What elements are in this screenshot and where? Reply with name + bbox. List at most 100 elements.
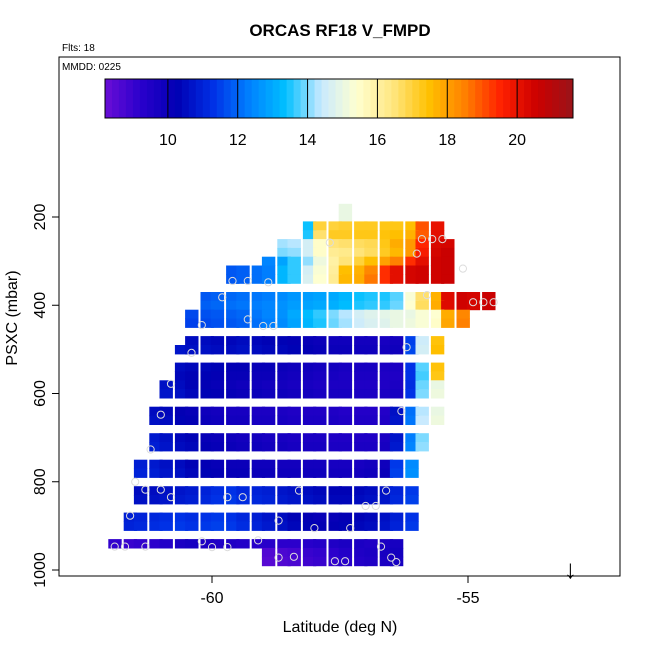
heatmap-cell (354, 415, 368, 425)
heatmap-cell (338, 556, 353, 567)
heatmap-cell (364, 389, 378, 399)
colorbar-swatch (524, 79, 532, 118)
heatmap-cell (389, 309, 404, 320)
y-tick-label: 200 (32, 204, 49, 231)
heatmap-cell (313, 274, 327, 284)
flight-point (110, 542, 119, 551)
heatmap-cell (149, 415, 163, 425)
heatmap-cell (226, 433, 240, 443)
heatmap-cell (313, 247, 327, 258)
heatmap-cell (174, 406, 189, 417)
heatmap-cell (389, 221, 404, 231)
heatmap-cell (354, 442, 368, 452)
heatmap-cell (338, 239, 353, 249)
heatmap-cell (379, 256, 394, 267)
flight-point (187, 348, 196, 357)
heatmap-cell (277, 459, 291, 470)
heatmap-cells (108, 203, 496, 567)
heatmap-cell (313, 547, 327, 558)
heatmap-cell (210, 415, 225, 425)
heatmap-cell (200, 380, 214, 390)
heatmap-cell (226, 521, 240, 531)
colorbar-swatch (314, 79, 323, 118)
colorbar-swatch (447, 79, 455, 118)
heatmap-cell (149, 512, 163, 522)
colorbar-swatch (370, 79, 378, 118)
heatmap-cell (379, 521, 394, 531)
heatmap-cell (354, 265, 368, 275)
heatmap-cell (405, 433, 419, 443)
heatmap-cell (251, 292, 266, 302)
heatmap-cell (236, 512, 250, 522)
heatmap-cell (302, 292, 317, 302)
heatmap-cell (415, 362, 429, 372)
heatmap-cell (210, 406, 225, 417)
heatmap-cell (441, 256, 455, 267)
heatmap-cell (338, 247, 353, 258)
heatmap-cell (328, 256, 342, 267)
heatmap-cell (456, 292, 470, 302)
heatmap-cell (338, 468, 353, 478)
heatmap-cell (313, 512, 327, 522)
heatmap-cell (185, 380, 199, 390)
heatmap-cell (415, 309, 429, 320)
heatmap-cell (441, 274, 455, 284)
heatmap-cell (405, 239, 419, 249)
heatmap-cell (277, 406, 291, 417)
heatmap-cell (328, 274, 342, 284)
heatmap-cell (338, 433, 353, 443)
heatmap-cell (313, 256, 327, 267)
heatmap-cell (261, 459, 276, 470)
heatmap-cell (236, 389, 250, 399)
heatmap-cell (200, 486, 214, 496)
heatmap-cell (338, 309, 353, 320)
heatmap-cell (354, 230, 368, 240)
heatmap-cell (226, 336, 240, 346)
flight-point (274, 516, 283, 525)
heatmap-cell (338, 265, 353, 275)
flight-point (346, 524, 355, 533)
heatmap-cell (389, 389, 404, 399)
flight-point (361, 501, 370, 511)
flight-point (243, 315, 252, 324)
heatmap-cell (430, 380, 445, 390)
heatmap-cell (354, 380, 368, 390)
heatmap-cell (277, 300, 291, 311)
heatmap-cell (210, 433, 225, 443)
flight-point (223, 493, 232, 502)
heatmap-cell (149, 495, 163, 505)
heatmap-cell (277, 389, 291, 399)
heatmap-cell (379, 362, 394, 372)
colorbar: 10 12 14 16 18 20 (104, 78, 574, 149)
heatmap-cell (389, 247, 404, 258)
colorbar-swatch (209, 79, 218, 118)
colorbar-swatch (244, 79, 253, 118)
heatmap-cell (200, 389, 214, 399)
heatmap-cell (405, 459, 419, 470)
heatmap-cell (133, 486, 148, 496)
heatmap-cell (354, 486, 368, 496)
heatmap-cell (313, 486, 327, 496)
heatmap-cell (185, 362, 199, 372)
heatmap-cell (364, 221, 378, 231)
heatmap-cell (200, 345, 214, 355)
heatmap-cell (174, 371, 189, 381)
heatmap-cell (338, 203, 353, 214)
flight-point (294, 486, 304, 495)
heatmap-cell (441, 239, 455, 249)
heatmap-cell (389, 256, 404, 267)
heatmap-cell (313, 362, 327, 372)
heatmap-cell (389, 239, 404, 249)
heatmap-cell (313, 380, 327, 390)
heatmap-cell (405, 495, 419, 505)
heatmap-cell (149, 433, 163, 443)
heatmap-cell (302, 345, 317, 355)
heatmap-cell (236, 468, 250, 478)
heatmap-cell (313, 406, 327, 417)
heatmap-cell (405, 336, 419, 346)
flight-point (397, 407, 406, 416)
colorbar-swatch (342, 79, 350, 118)
colorbar-swatch (552, 79, 560, 118)
colorbar-swatch (419, 79, 427, 118)
flight-point (197, 321, 206, 330)
